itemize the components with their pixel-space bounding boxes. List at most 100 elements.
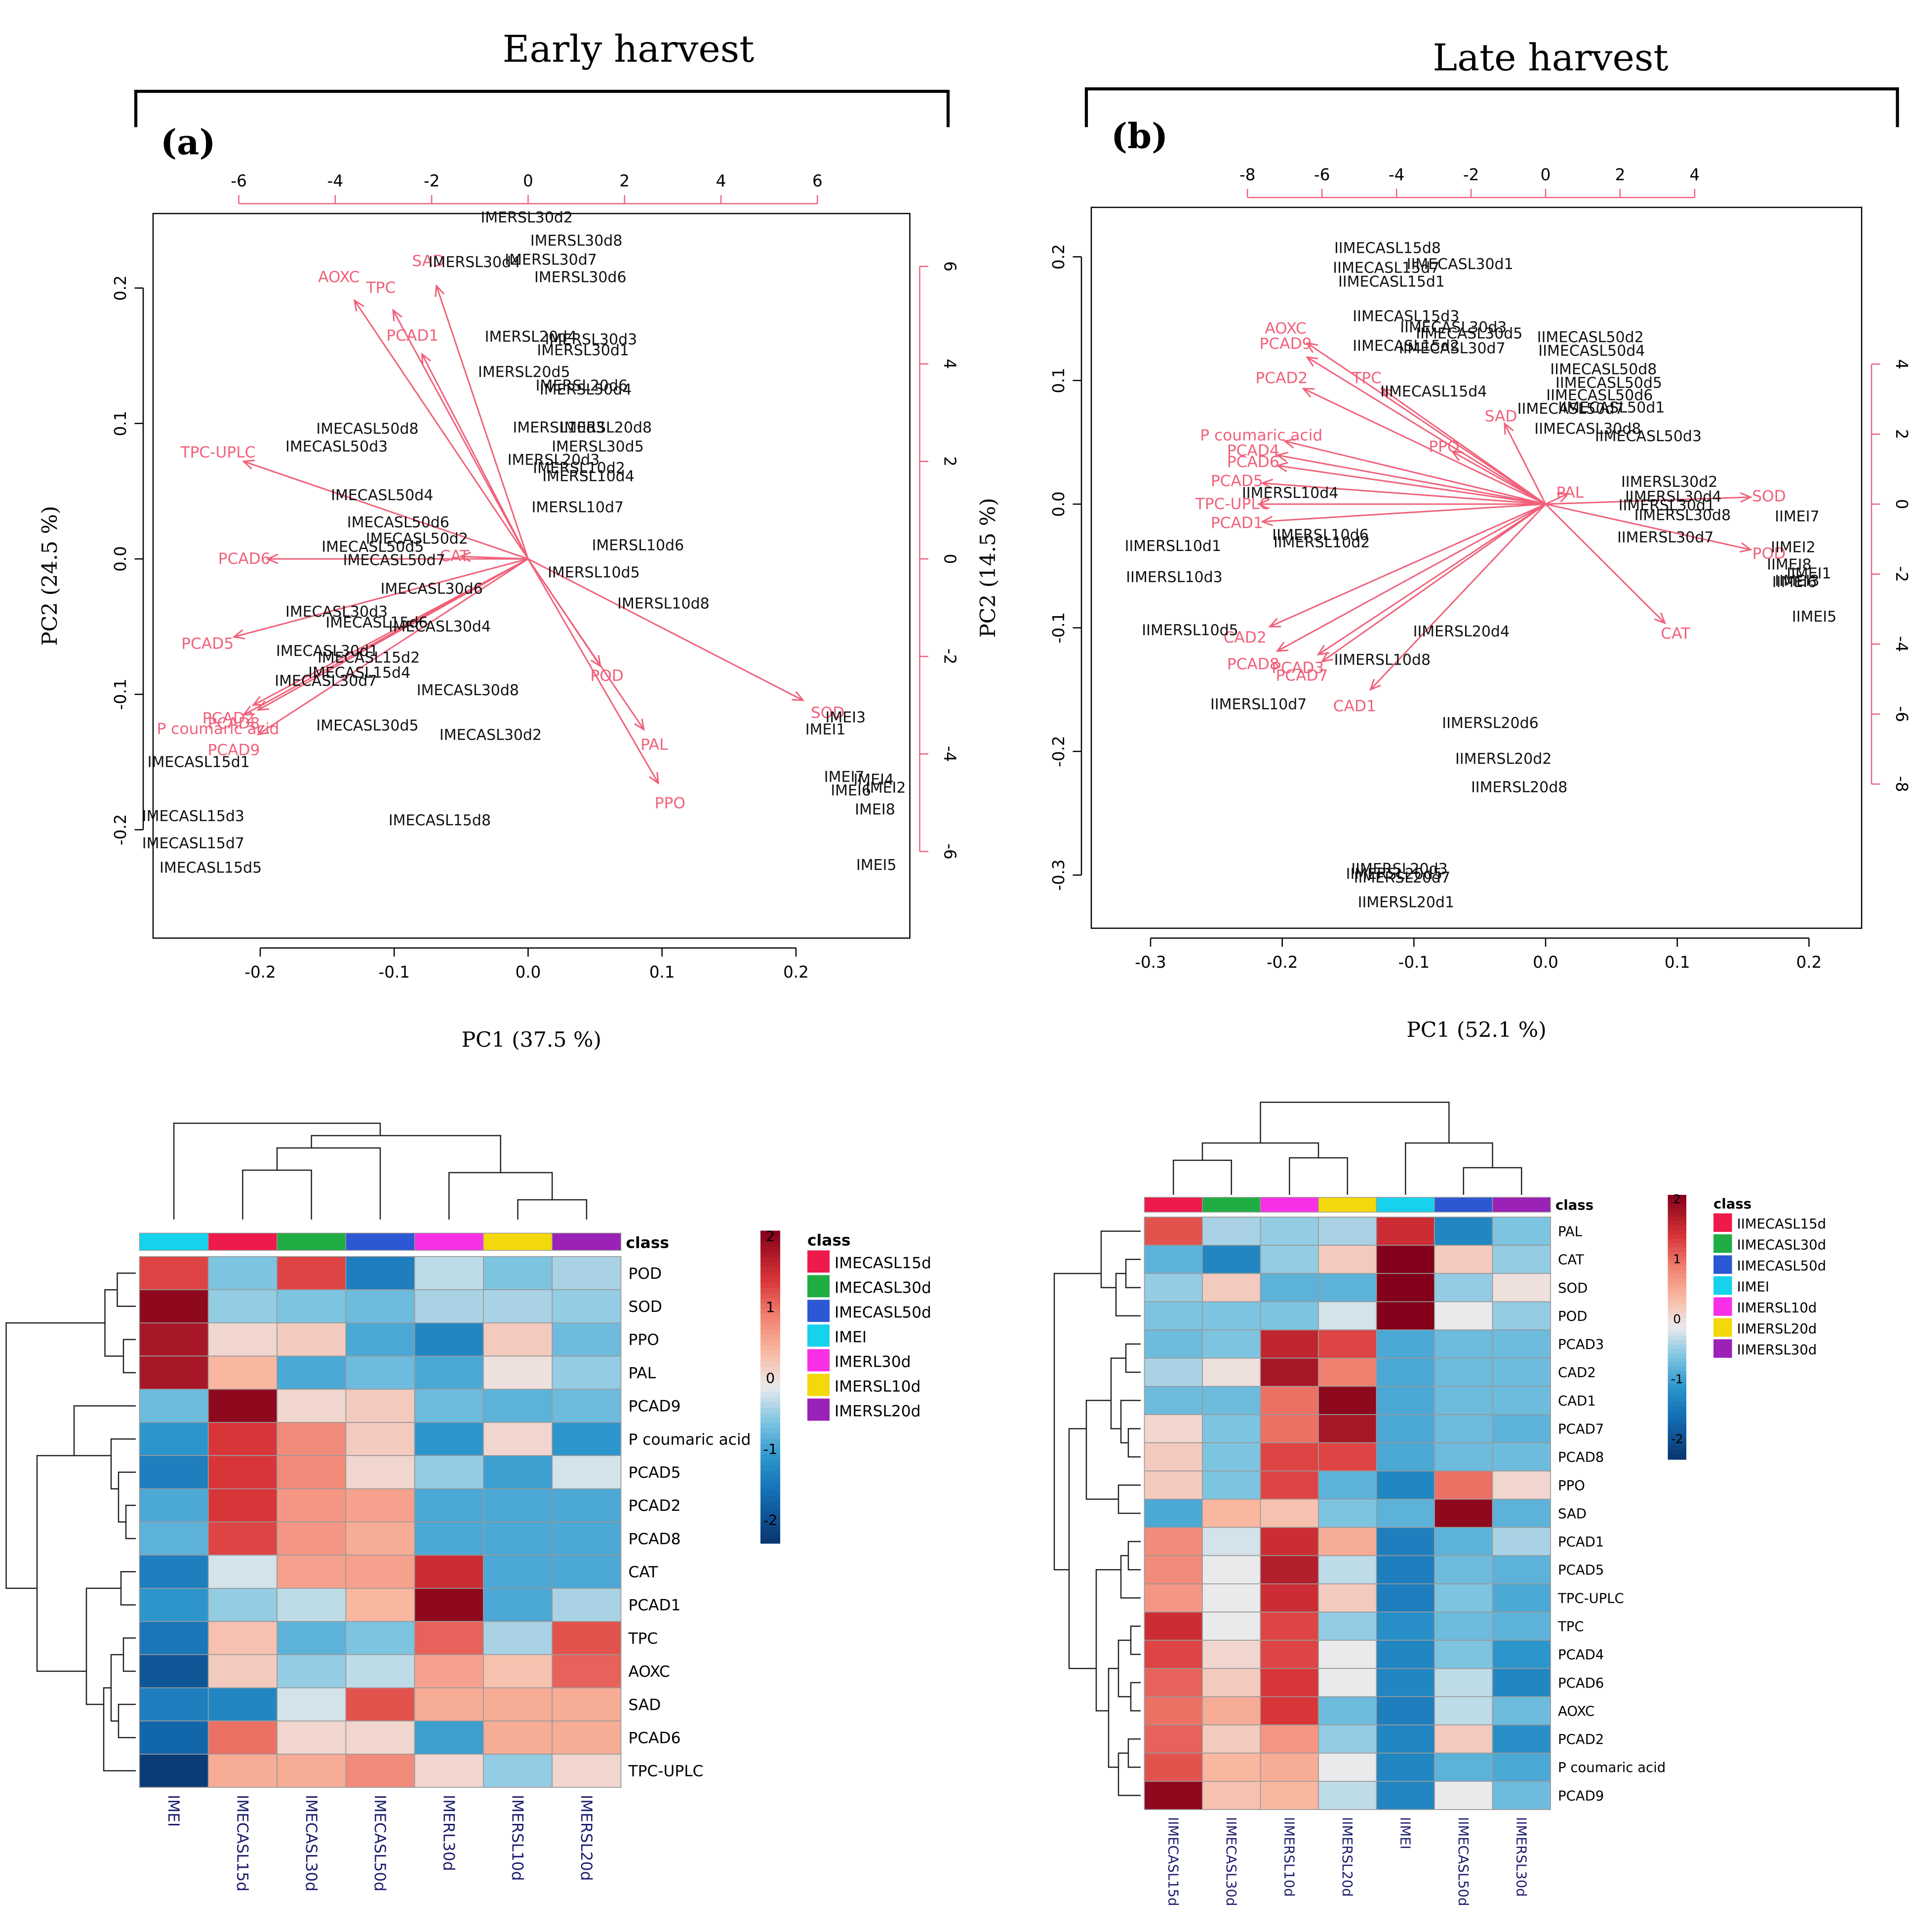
column-dendrogram-branch	[173, 1122, 381, 1220]
loading-arrow	[459, 552, 528, 562]
heatmap-cell	[1260, 1555, 1319, 1584]
right-tick-label: -2	[1892, 566, 1911, 582]
score-label: IMERSL10d4	[542, 468, 635, 485]
scale-segment	[760, 1428, 780, 1435]
x-tick-label: 0.0	[1533, 953, 1558, 972]
heatmap-cell	[1492, 1527, 1551, 1556]
score-label: IIMERSL10d8	[1334, 652, 1431, 669]
heatmap-cell	[1202, 1696, 1261, 1726]
legend-swatch	[807, 1398, 830, 1421]
heatmap-cell	[552, 1256, 622, 1291]
scale-segment	[760, 1236, 780, 1242]
heatmap-cell	[552, 1554, 622, 1589]
class-bar-cell	[208, 1232, 278, 1251]
scale-segment	[1668, 1203, 1686, 1209]
loading-label: SAD	[412, 252, 444, 270]
heatmap-cell	[1492, 1780, 1551, 1810]
heatmap-cell	[139, 1488, 209, 1523]
score-label: IIMERSL10d4	[1242, 484, 1338, 502]
heatmap-cell	[483, 1322, 553, 1357]
column-label: IIMERSL20d	[1339, 1817, 1355, 1897]
score-label: IIMERSL10d1	[1125, 538, 1221, 555]
row-dendrogram-branch	[1130, 1625, 1141, 1655]
scale-segment	[760, 1439, 780, 1445]
loading-label: PCAD9	[1260, 335, 1312, 353]
score-label: IMERSL20d8	[559, 419, 652, 436]
heatmap-cell	[207, 1654, 278, 1689]
row-dendrogram-branch	[118, 1471, 136, 1523]
scale-tick-label: 1	[1673, 1252, 1681, 1266]
scale-segment	[1668, 1296, 1686, 1301]
heatmap-cell	[277, 1355, 347, 1390]
heatmap-cell	[1376, 1498, 1435, 1528]
heatmap-cell	[1260, 1696, 1319, 1726]
right-tick-label: -4	[1892, 636, 1911, 652]
scale-segment	[760, 1491, 780, 1497]
loading-arrow	[232, 558, 528, 640]
loading-arrow	[1260, 503, 1546, 526]
heatmap-cell	[1144, 1245, 1203, 1274]
row-label: PCAD6	[629, 1729, 681, 1747]
legend-label: IMECASL30d	[835, 1279, 931, 1297]
heatmap-cell	[345, 1355, 415, 1390]
score-label: IIMERSL20d7	[1354, 869, 1450, 886]
scale-segment	[760, 1329, 780, 1336]
loading-label: PCAD5	[1211, 473, 1263, 490]
right-tick-label: -6	[941, 843, 959, 859]
scale-segment	[760, 1355, 780, 1362]
column-dendrogram-branch	[1405, 1142, 1493, 1195]
heatmap-cell	[483, 1256, 553, 1291]
heatmap-cell	[1260, 1668, 1319, 1697]
loading-arrow	[256, 558, 529, 736]
scale-tick-label: 2	[766, 1228, 775, 1245]
heatmap-cell	[1434, 1329, 1493, 1359]
row-dendrogram-branch	[1053, 1273, 1101, 1571]
loading-arrow	[1320, 503, 1546, 663]
heatmap-cell	[1260, 1245, 1319, 1274]
scale-segment	[1668, 1349, 1686, 1354]
heatmap-cell	[1260, 1640, 1319, 1669]
scale-segment	[1668, 1269, 1686, 1275]
heatmap-cell	[552, 1621, 622, 1656]
scale-segment	[1668, 1397, 1686, 1403]
heatmap-cell	[277, 1289, 347, 1324]
score-label: IIMERSL20d2	[1455, 750, 1552, 768]
heatmap-cell	[207, 1753, 278, 1788]
y-tick-label: -0.1	[1049, 612, 1068, 643]
column-label: IMERSL10d	[509, 1795, 526, 1881]
heatmap-cell	[139, 1654, 209, 1689]
heatmap-cell	[1376, 1555, 1435, 1584]
heatmap-cell	[207, 1289, 278, 1324]
scale-segment	[1668, 1357, 1686, 1363]
heatmap-cell	[1376, 1385, 1435, 1415]
score-label: IIMERSL20d5	[1346, 866, 1442, 883]
row-dendrogram-branch	[103, 1687, 136, 1772]
y-tick-label: -0.2	[1049, 736, 1068, 767]
heatmap-cell	[552, 1521, 622, 1556]
scale-tick-label: -2	[1671, 1432, 1683, 1446]
heatmap-cell	[1376, 1217, 1435, 1246]
score-label: IMECASL50d2	[366, 530, 468, 548]
loading-arrow	[421, 352, 529, 559]
loading-arrow	[1257, 499, 1546, 510]
scale-segment	[1668, 1208, 1686, 1214]
heatmap-cell	[1492, 1217, 1551, 1246]
heatmap-cell	[1202, 1245, 1261, 1274]
score-label: IMERSL30d6	[534, 269, 627, 286]
row-label: POD	[629, 1265, 662, 1283]
heatmap-cell	[1434, 1217, 1493, 1246]
row-dendrogram-branch	[1095, 1569, 1121, 1712]
top-axis: -6 -4 -2 0 2 4 6	[231, 172, 823, 204]
dendrograms-early	[5, 1122, 588, 1772]
row-label: PPO	[1558, 1478, 1585, 1494]
legend-label: IMERSL20d	[835, 1403, 920, 1420]
score-label: IMERSL10d5	[548, 564, 640, 581]
legend-swatch	[1713, 1255, 1732, 1274]
heatmap-cell	[277, 1488, 347, 1523]
heatmap-cell	[1376, 1442, 1435, 1472]
scale-segment	[760, 1230, 780, 1237]
heatmap-cell	[1434, 1273, 1493, 1302]
score-label: IMECASL50d6	[347, 514, 449, 531]
scale-segment	[1668, 1265, 1686, 1271]
scale-segment	[760, 1314, 780, 1320]
